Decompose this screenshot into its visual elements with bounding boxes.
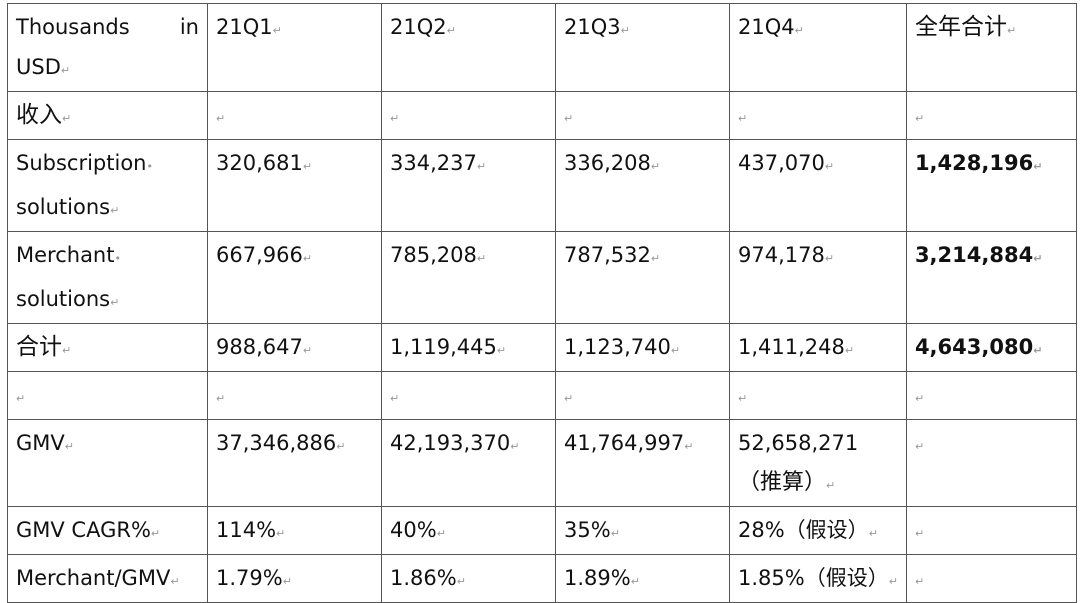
header-cell-21q3: 21Q3↵ — [555, 3, 730, 92]
table-cell: 974,178↵ — [729, 231, 907, 324]
table-cell: ↵ — [381, 91, 556, 140]
table-cell: 41,764,997↵ — [555, 419, 730, 507]
row-label: Merchant• solutions↵ — [7, 231, 208, 324]
table-cell: 1.89%↵ — [555, 554, 730, 603]
table-cell: 334,237↵ — [381, 139, 556, 232]
row-label: GMV CAGR%↵ — [7, 506, 208, 555]
row-label: Merchant/GMV↵ — [7, 554, 208, 603]
table-row: Merchant• solutions↵ 667,966↵ 785,208↵ 7… — [7, 231, 1077, 324]
table-cell: 35%↵ — [555, 506, 730, 555]
header-cell-21q2: 21Q2↵ — [381, 3, 556, 92]
table-cell: ↵ — [729, 371, 907, 420]
table-cell: 1.85%（假设）↵ — [729, 554, 907, 603]
table-cell: ↵ — [905, 371, 1077, 420]
table-cell: 1,411,248↵ — [729, 323, 907, 372]
table-cell: ↵ — [729, 91, 907, 140]
table-row: GMV CAGR%↵ 114%↵ 40%↵ 35%↵ 28%（假设）↵ ↵ — [7, 506, 1077, 555]
table-cell: ↵ — [905, 506, 1077, 555]
table-cell: 787,532↵ — [555, 231, 730, 324]
table-cell: 785,208↵ — [381, 231, 556, 324]
row-label: Subscription• solutions↵ — [7, 139, 208, 232]
table-cell-total: 1,428,196↵ — [905, 139, 1077, 232]
header-cell-total: 全年合计↵ — [905, 3, 1077, 92]
table-row: 合计↵ 988,647↵ 1,119,445↵ 1,123,740↵ 1,411… — [7, 323, 1077, 372]
header-cell-21q1: 21Q1↵ — [207, 3, 382, 92]
table-cell: ↵ — [555, 371, 730, 420]
row-label: ↵ — [7, 371, 208, 420]
table-cell: ↵ — [207, 371, 382, 420]
table-cell: 1,119,445↵ — [381, 323, 556, 372]
table-cell: 1.79%↵ — [207, 554, 382, 603]
header-label-line2: USD — [16, 55, 61, 79]
table-row: ↵ ↵ ↵ ↵ ↵ ↵ — [7, 371, 1077, 420]
table-cell: 988,647↵ — [207, 323, 382, 372]
table-cell: 114%↵ — [207, 506, 382, 555]
table-cell: 667,966↵ — [207, 231, 382, 324]
table-cell: 28%（假设）↵ — [729, 506, 907, 555]
table-cell: 336,208↵ — [555, 139, 730, 232]
table-row: 收入↵ ↵ ↵ ↵ ↵ ↵ — [7, 91, 1077, 140]
table-cell: ↵ — [381, 371, 556, 420]
table-cell: ↵ — [905, 419, 1077, 507]
header-label-left: Thousands — [16, 15, 130, 39]
table-cell: 1,123,740↵ — [555, 323, 730, 372]
table-cell: ↵ — [207, 91, 382, 140]
table-cell: ↵ — [905, 554, 1077, 603]
table-row: Merchant/GMV↵ 1.79%↵ 1.86%↵ 1.89%↵ 1.85%… — [7, 554, 1077, 603]
row-label: 合计↵ — [7, 323, 208, 372]
table-cell: 1.86%↵ — [381, 554, 556, 603]
table-cell: ↵ — [555, 91, 730, 140]
row-label: 收入↵ — [7, 91, 208, 140]
row-label: GMV↵ — [7, 419, 208, 507]
table-cell: 37,346,886↵ — [207, 419, 382, 507]
header-row: Thousands in USD↵ 21Q1↵ 21Q2↵ 21Q3↵ 21Q4… — [7, 3, 1077, 92]
table-cell: 52,658,271 （推算）↵ — [729, 419, 907, 507]
financial-table: Thousands in USD↵ 21Q1↵ 21Q2↵ 21Q3↵ 21Q4… — [7, 3, 1077, 603]
table-cell: 320,681↵ — [207, 139, 382, 232]
table-row: Subscription• solutions↵ 320,681↵ 334,23… — [7, 139, 1077, 232]
table-row: GMV↵ 37,346,886↵ 42,193,370↵ 41,764,997↵… — [7, 419, 1077, 507]
header-label-right: in — [179, 15, 199, 39]
table-cell-total: 4,643,080↵ — [905, 323, 1077, 372]
header-corner-cell: Thousands in USD↵ — [7, 3, 208, 92]
header-cell-21q4: 21Q4↵ — [729, 3, 907, 92]
table-cell-total: 3,214,884↵ — [905, 231, 1077, 324]
table-cell: 40%↵ — [381, 506, 556, 555]
table-cell: 437,070↵ — [729, 139, 907, 232]
table-cell: ↵ — [905, 91, 1077, 140]
table-cell: 42,193,370↵ — [381, 419, 556, 507]
